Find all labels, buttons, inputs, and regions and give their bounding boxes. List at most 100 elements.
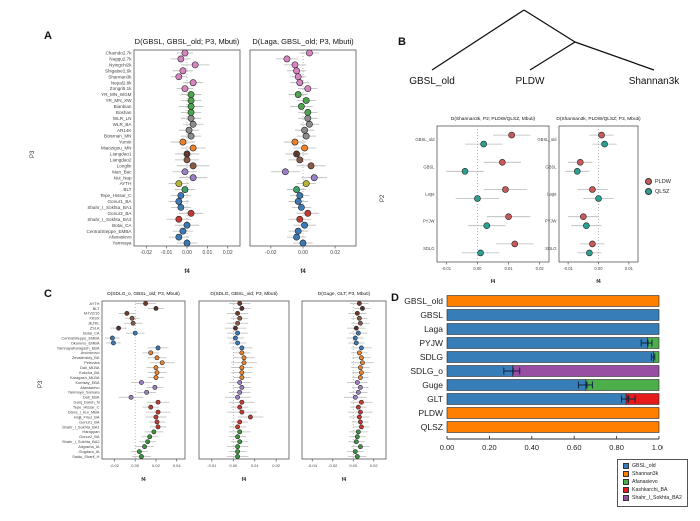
svg-text:Botai_CA: Botai_CA	[112, 223, 132, 228]
svg-text:Tepe_Hissar_C: Tepe_Hissar_C	[100, 193, 132, 198]
svg-text:f4: f4	[491, 279, 496, 285]
svg-text:BLT: BLT	[123, 187, 131, 192]
svg-text:0.20: 0.20	[482, 443, 497, 452]
tree-branch	[574, 41, 655, 71]
svg-text:Kokcha_BA: Kokcha_BA	[79, 370, 100, 375]
svg-text:GBSL: GBSL	[420, 310, 443, 320]
panel-b1-yaxis-title: P2	[380, 194, 386, 202]
svg-text:GBSL_old: GBSL_old	[415, 137, 435, 142]
svg-text:Shannan3k: Shannan3k	[108, 74, 132, 79]
svg-text:Okunevo_EMBA: Okunevo_EMBA	[71, 340, 100, 345]
legend-label: Afanasievo	[632, 479, 658, 485]
svg-text:Liangdao1: Liangdao1	[110, 152, 132, 157]
svg-text:Kumsay_EBA: Kumsay_EBA	[75, 380, 99, 385]
svg-text:D(Shannan3k, P2; PLDW/QLSZ, Mb: D(Shannan3k, P2; PLDW/QLSZ, Mbuti)	[451, 116, 536, 122]
svg-text:PYJW: PYJW	[419, 338, 443, 348]
svg-text:Bianbian: Bianbian	[114, 104, 132, 109]
svg-text:BLT: BLT	[93, 306, 100, 311]
panel-c-label: C	[44, 288, 52, 300]
svg-text:1.00: 1.00	[652, 443, 663, 452]
afanasievo-swatch-icon	[623, 479, 629, 485]
shahr-sokhta-swatch-icon	[623, 495, 629, 501]
svg-text:D(SDLG, GBSL_old; P3, Mbuti): D(SDLG, GBSL_old; P3, Mbuti)	[210, 291, 278, 297]
svg-text:Petrovka: Petrovka	[84, 360, 100, 365]
svg-text:CentralSteppe_EMBA: CentralSteppe_EMBA	[87, 229, 133, 234]
svg-text:0.01: 0.01	[203, 250, 213, 256]
panel-b-label: B	[398, 36, 406, 48]
chart-d-admixture-bars: GBSL_old GBSL Laga PYJW SDLG SDLG_o Guge GLT PLD…	[396, 292, 666, 465]
population-tree-diagram: GBSL_old PLDW Shannan3k	[409, 9, 681, 87]
svg-text:-0.01: -0.01	[563, 266, 573, 271]
svg-text:-0.02: -0.02	[141, 250, 153, 256]
svg-text:D(Laga, GBSL_old; P3, Mbuti): D(Laga, GBSL_old; P3, Mbuti)	[252, 37, 354, 46]
svg-text:Miaozigou_MN: Miaozigou_MN	[101, 146, 132, 151]
legend-label-pldw: PLDW	[655, 178, 671, 185]
tree-leaf-shannan3k: Shannan3k	[629, 76, 681, 87]
svg-text:Nagqu2.7k: Nagqu2.7k	[109, 57, 132, 62]
svg-text:Man_Bac: Man_Bac	[112, 169, 132, 174]
svg-text:Saidu_Sharif_H: Saidu_Sharif_H	[72, 454, 99, 459]
svg-text:Botai_CA: Botai_CA	[83, 330, 100, 335]
svg-text:-0.01: -0.01	[207, 463, 217, 468]
svg-text:GBSL: GBSL	[423, 164, 435, 169]
svg-text:Dali_MLBA: Dali_MLBA	[80, 365, 100, 370]
svg-text:PYJW: PYJW	[423, 219, 435, 224]
tree-branch	[529, 41, 576, 71]
svg-text:Shigatse2.6k: Shigatse2.6k	[105, 68, 132, 73]
svg-text:GBSL: GBSL	[545, 164, 557, 169]
svg-text:Nyingchi2k: Nyingchi2k	[109, 62, 132, 67]
svg-text:XKSX: XKSX	[89, 316, 100, 321]
svg-text:0.00: 0.00	[298, 250, 308, 256]
legend-item: Afanasievo	[623, 479, 682, 485]
legend-item-pldw: PLDW	[645, 178, 671, 185]
svg-text:Liangdao2: Liangdao2	[110, 157, 132, 162]
svg-text:Dali_EBA: Dali_EBA	[83, 395, 100, 400]
legend-item: Shannan3k	[623, 471, 682, 477]
svg-text:f4: f4	[184, 269, 190, 275]
svg-text:Yumin: Yumin	[119, 140, 132, 145]
svg-text:Afanasievo: Afanasievo	[80, 385, 99, 390]
svg-text:Shahr_I_Sokhta_BA1: Shahr_I_Sokhta_BA1	[62, 424, 99, 429]
svg-text:SDLG: SDLG	[420, 352, 443, 362]
svg-text:CentralSteppe_EMBA: CentralSteppe_EMBA	[61, 335, 99, 340]
chart-c-forest-guge: D(Guge, GLT; P3, Mbuti) -0.04 -0.02 0.00 0.0…	[299, 286, 389, 489]
panel-d-label: D	[391, 292, 399, 304]
svg-text:0.02: 0.02	[536, 266, 545, 271]
svg-text:Shahr_I_Sokhta_BA2: Shahr_I_Sokhta_BA2	[62, 439, 99, 444]
svg-text:AYTH: AYTH	[89, 301, 99, 306]
svg-text:Nepal2.8k: Nepal2.8k	[111, 80, 132, 85]
svg-text:Harappan: Harappan	[82, 429, 99, 434]
svg-text:f4: f4	[300, 269, 306, 275]
panel-d-legend: GBSL_old Shannan3k Afanasievo Kashkarchi…	[617, 459, 688, 507]
svg-text:Darra_I_Kur_MBA: Darra_I_Kur_MBA	[68, 409, 100, 414]
svg-text:Aligrama_IA: Aligrama_IA	[78, 444, 100, 449]
svg-text:Hajji_Firuz_BA: Hajji_Firuz_BA	[74, 414, 100, 419]
qlsz-swatch-icon	[645, 188, 652, 195]
svg-text:0.40: 0.40	[524, 443, 539, 452]
panel-a-yaxis-title: P3	[30, 150, 36, 158]
svg-text:Laga: Laga	[547, 191, 557, 196]
svg-text:Laga: Laga	[425, 191, 435, 196]
chart-a-forest-laga: D(Laga, GBSL_old; P3, Mbuti) -0.02 0.00 0.0…	[246, 28, 359, 281]
chart-b-forest-p2: D(Shannan3k, P2; PLDW/QLSZ, Mbuti) -0.01 0…	[390, 110, 552, 291]
svg-text:0.02: 0.02	[223, 250, 233, 256]
legend-item-qlsz: QLSZ	[645, 188, 671, 195]
panel-b-legend: PLDW QLSZ	[645, 178, 671, 198]
svg-text:QLSZ: QLSZ	[421, 422, 443, 432]
chart-a-forest-gbsl: D(GBSL, GBSL_old; P3, Mbuti) -0.02 -0.01 0.…	[46, 28, 243, 281]
svg-text:0.02: 0.02	[330, 250, 340, 256]
legend-label: Kashkarchi_BA	[632, 487, 668, 493]
svg-text:PLDW: PLDW	[418, 408, 443, 418]
svg-text:-0.01: -0.01	[442, 266, 452, 271]
svg-text:YR_MN_WGM: YR_MN_WGM	[101, 92, 132, 97]
svg-text:Yamnaya_Samara: Yamnaya_Samara	[68, 390, 101, 395]
svg-text:0.00: 0.00	[182, 250, 192, 256]
svg-text:0.00: 0.00	[440, 443, 455, 452]
legend-label: GBSL_old	[632, 463, 656, 469]
svg-text:Boshan: Boshan	[116, 110, 132, 115]
svg-text:f4: f4	[141, 477, 146, 483]
svg-text:AR14K: AR14K	[117, 128, 132, 133]
pldw-swatch-icon	[645, 178, 652, 185]
svg-text:Longlin: Longlin	[117, 163, 132, 168]
svg-text:0.02: 0.02	[272, 463, 281, 468]
